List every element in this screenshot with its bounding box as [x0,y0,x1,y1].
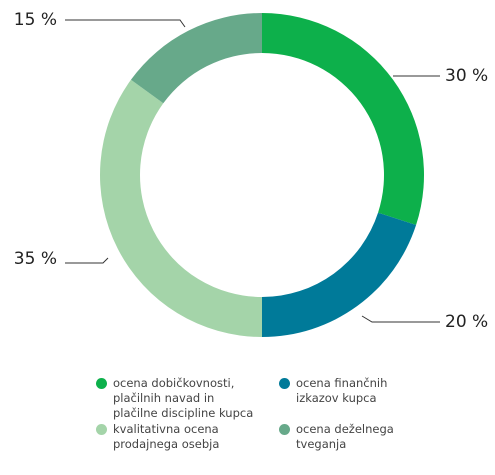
value-label: 35 % [14,249,57,269]
legend-swatch [279,424,290,435]
legend-swatch [96,378,107,389]
leader-line [361,315,440,323]
legend-label: ocena deželnega tveganja [296,422,394,451]
donut-segment [99,79,262,338]
leader-line [65,257,109,264]
legend-label: ocena finančnih izkazov kupca [296,376,388,405]
donut-segment [130,13,262,104]
donut-segment [262,212,417,337]
leader-line [65,19,186,28]
value-label: 30 % [445,66,488,86]
value-label: 20 % [445,312,488,332]
legend-label: kvalitativna ocena prodajnega osebja [113,422,220,451]
legend-swatch [279,378,290,389]
legend-swatch [96,424,107,435]
value-label: 15 % [14,10,57,30]
legend-label: ocena dobičkovnosti, plačilnih navad in … [113,376,254,420]
donut-segment [262,13,424,226]
